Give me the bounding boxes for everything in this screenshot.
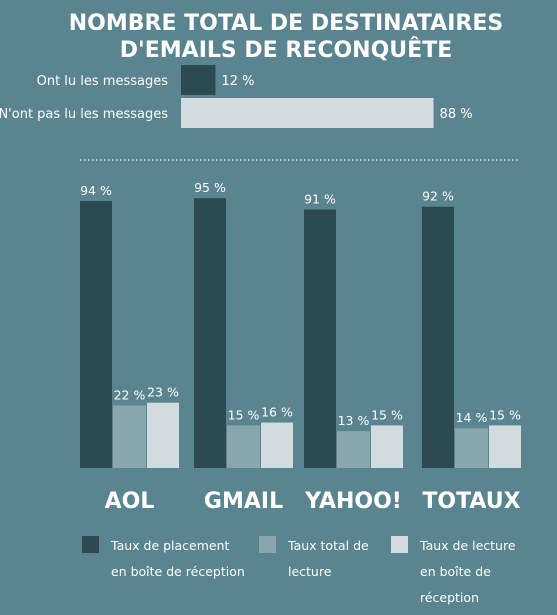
legend-label: réception: [420, 590, 479, 605]
legend-label: Taux total de: [287, 538, 369, 553]
bar: [113, 405, 146, 468]
legend-label: en boîte de réception: [111, 564, 245, 579]
category-label: YAHOO!: [304, 489, 402, 514]
bar-value-label: 23 %: [147, 385, 179, 400]
hbar-category-label: N'ont pas lu les messages: [0, 107, 168, 122]
chart-title-line-2: D'EMAILS DE RECONQUÊTE: [120, 37, 452, 63]
category-label: AOL: [105, 489, 155, 514]
hbar: [181, 98, 434, 128]
bar: [80, 201, 112, 469]
hbar-value-label: 12 %: [221, 74, 254, 89]
legend-label: lecture: [288, 564, 332, 579]
category-label: GMAIL: [204, 489, 283, 514]
bar-value-label: 15 %: [371, 407, 403, 422]
legend-swatch: [259, 536, 276, 553]
bar: [371, 425, 403, 468]
category-label: TOTAUX: [422, 489, 520, 514]
bar: [489, 425, 521, 468]
legend-label: en boîte de: [420, 564, 491, 579]
bar: [147, 402, 179, 468]
hbar: [181, 65, 216, 95]
bar: [261, 422, 293, 468]
bar-value-label: 94 %: [80, 183, 112, 198]
bar-value-label: 15 %: [228, 407, 260, 422]
bar-value-label: 92 %: [422, 189, 454, 204]
bar-value-label: 95 %: [194, 180, 226, 195]
bar-value-label: 22 %: [114, 388, 146, 403]
chart-title-line-1: NOMBRE TOTAL DE DESTINATAIRES: [69, 11, 503, 36]
hbar-value-label: 88 %: [440, 107, 473, 122]
bar-value-label: 13 %: [338, 413, 370, 428]
bar: [227, 425, 260, 468]
bar: [422, 206, 454, 468]
bar: [337, 431, 370, 468]
horizontal-bar-chart: Ont lu les messages 12 % N'ont pas lu les …: [0, 65, 473, 128]
legend-label: Taux de placement: [110, 538, 230, 553]
bar-value-label: 16 %: [261, 405, 293, 420]
hbar-category-label: Ont lu les messages: [37, 74, 169, 89]
bar-value-label: 91 %: [304, 192, 336, 207]
bar: [455, 428, 488, 468]
bar: [304, 209, 336, 468]
bar-value-label: 15 %: [489, 407, 521, 422]
legend-swatch: [391, 536, 408, 553]
legend-label: Taux de lecture: [419, 538, 516, 553]
bar: [194, 198, 226, 468]
chart-legend: Taux de placement en boîte de réception Ta…: [82, 536, 516, 605]
bar-value-label: 14 %: [456, 410, 488, 425]
legend-swatch: [82, 536, 99, 553]
